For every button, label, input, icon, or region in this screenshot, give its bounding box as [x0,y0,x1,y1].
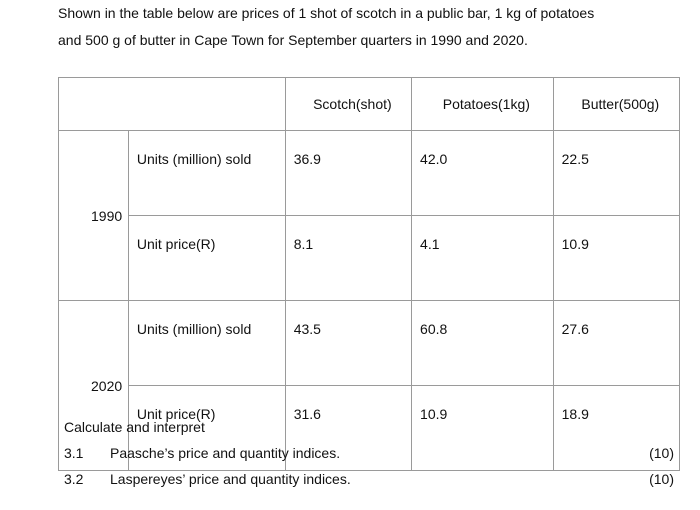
table-row: Unit price(R) 8.1 4.1 10.9 [59,215,681,301]
row-label: Unit price(R) [127,215,286,301]
table-cell: 43.5 [284,300,413,386]
header-butter: Butter(500g) [552,77,681,131]
questions-section: Calculate and interpret 3.1 Paasche’s pr… [64,414,674,492]
price-quantity-table: Scotch(shot) Potatoes(1kg) Butter(500g) … [58,77,681,471]
question-number: 3.1 [64,445,84,461]
intro-paragraph: Shown in the table below are prices of 1… [58,0,668,54]
table-cell: 18.9 [552,385,681,471]
table-cell: 10.9 [411,385,554,471]
question-marks: (10) [649,471,674,487]
table-row: 2020 Units (million) sold 43.5 60.8 27.6 [58,300,681,471]
table-cell: 10.9 [552,215,681,301]
table-row: 1990 Units (million) sold 36.9 42.0 22.5 [58,130,681,301]
table-cell: 31.6 [284,385,413,471]
year-cell-1990: 1990 [58,130,129,301]
table-header-row: Scotch(shot) Potatoes(1kg) Butter(500g) [58,77,681,131]
row-label: Unit price(R) [127,385,286,471]
question-marks: (10) [649,445,674,461]
table-cell: 22.5 [552,130,681,216]
question-item: 3.1 Paasche’s price and quantity indices… [64,440,674,466]
table-cell: 8.1 [284,215,413,301]
header-potatoes: Potatoes(1kg) [411,77,554,131]
intro-line-2: and 500 g of butter in Cape Town for Sep… [58,32,528,48]
header-corner-cell [58,77,286,131]
questions-heading: Calculate and interpret [64,419,205,435]
question-text: Laspereyes’ price and quantity indices. [110,471,351,487]
table-cell: 36.9 [284,130,413,216]
question-number: 3.2 [64,471,84,487]
table-cell: 27.6 [552,300,681,386]
year-cell-2020: 2020 [58,300,129,471]
table-row: Unit price(R) 31.6 10.9 18.9 [59,385,681,471]
intro-line-1: Shown in the table below are prices of 1… [58,5,595,21]
table-cell: 60.8 [411,300,554,386]
header-scotch: Scotch(shot) [284,77,413,131]
table-cell: 4.1 [411,215,554,301]
row-label: Units (million) sold [127,130,286,216]
question-text: Paasche’s price and quantity indices. [110,445,341,461]
question-item: 3.2 Laspereyes’ price and quantity indic… [64,466,674,492]
row-label: Units (million) sold [127,300,286,386]
table-cell: 42.0 [411,130,554,216]
